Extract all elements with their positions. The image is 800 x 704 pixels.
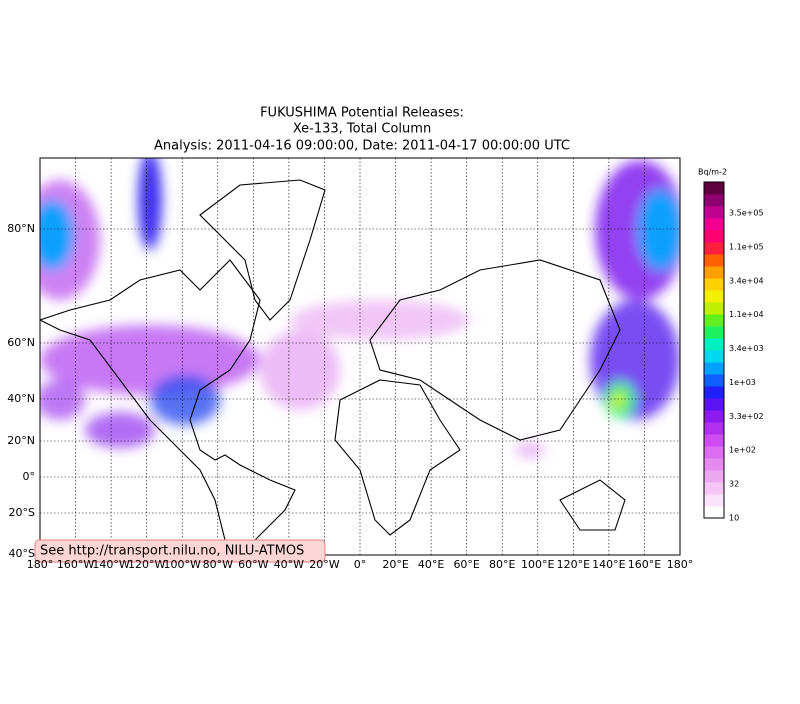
- colorbar-band: [704, 314, 724, 327]
- colorbar-band: [704, 206, 724, 219]
- latitude-label: 20°N: [7, 434, 35, 447]
- longitude-label: 100°W: [164, 558, 201, 571]
- colorbar-band: [704, 218, 724, 231]
- colorbar-band: [704, 290, 724, 303]
- colorbar-band: [704, 494, 724, 507]
- latitude-label: 40°S: [9, 547, 35, 560]
- latitude-label: 80°N: [7, 222, 35, 235]
- colorbar-band: [704, 470, 724, 483]
- longitude-label: 20°W: [309, 558, 339, 571]
- latitude-label: 40°N: [7, 392, 35, 405]
- colorbar-label: 1e+03: [729, 378, 756, 387]
- colorbar-label: 3.4e+03: [729, 344, 764, 353]
- colorbar-band: [704, 194, 724, 207]
- colorbar-band: [704, 326, 724, 339]
- colorbar-label: 3.3e+02: [729, 412, 764, 421]
- colorbar-band: [704, 422, 724, 435]
- title-line: Xe-133, Total Column: [293, 122, 431, 137]
- latitude-label: 60°N: [7, 336, 35, 349]
- latitude-label: 0°: [23, 470, 36, 483]
- longitude-label: 60°E: [453, 558, 479, 571]
- longitude-label: 180°: [667, 558, 694, 571]
- colorbar-band: [704, 266, 724, 279]
- longitude-label: 100°E: [521, 558, 554, 571]
- colorbar-band: [704, 506, 724, 519]
- colorbar-band: [704, 242, 724, 255]
- colorbar-band: [704, 434, 724, 447]
- longitude-label: 160°E: [628, 558, 661, 571]
- colorbar: 10 32 1e+02 3.3e+02 1e+03 3.4e+03 1.1e+04 3.4e+…: [703, 181, 764, 523]
- longitude-label: 120°W: [128, 558, 165, 571]
- longitude-label: 80°E: [489, 558, 515, 571]
- longitude-label: 180°: [27, 558, 54, 571]
- colorbar-band: [704, 374, 724, 387]
- colorbar-band: [704, 362, 724, 375]
- longitude-label: 40°E: [418, 558, 444, 571]
- colorbar-band: [704, 350, 724, 363]
- colorbar-label: 1e+02: [729, 446, 756, 455]
- colorbar-band: [704, 230, 724, 243]
- longitude-label: 80°W: [203, 558, 233, 571]
- plume: [40, 158, 680, 458]
- colorbar-label: 1.1e+05: [729, 242, 764, 251]
- map-frame: [39, 157, 681, 556]
- annotation: See http://transport.nilu.no, NILU-ATMOS: [40, 544, 304, 559]
- colorbar-band: [704, 410, 724, 423]
- colorbar-band: [704, 482, 724, 495]
- longitude-label: 0°: [354, 558, 367, 571]
- colorbar-frame: [703, 181, 725, 519]
- colorbar-band: [704, 278, 724, 291]
- colorbar-band: [704, 446, 724, 459]
- longitude-label: 140°E: [592, 558, 625, 571]
- colorbar-label: 10: [729, 514, 739, 523]
- colorbar-label: 32: [729, 480, 739, 489]
- longitude-label: 120°E: [557, 558, 590, 571]
- colorbar-band: [704, 182, 724, 195]
- latitude-label: 20°S: [9, 506, 35, 519]
- colorbar-label: 3.5e+05: [729, 209, 764, 218]
- colorbar-unit: Bq/m-2: [698, 168, 727, 177]
- coastlines: [40, 179, 626, 555]
- colorbar-band: [704, 458, 724, 471]
- colorbar-label: 3.4e+04: [729, 276, 764, 285]
- colorbar-band: [704, 302, 724, 315]
- annotation-box: [34, 539, 326, 563]
- colorbar-label: 1.1e+04: [729, 310, 764, 319]
- longitude-label: 160°W: [57, 558, 94, 571]
- colorbar-band: [704, 386, 724, 399]
- graticule: [40, 158, 680, 555]
- title-line: Analysis: 2011-04-16 09:00:00, Date: 201…: [154, 139, 570, 154]
- longitude-label: 60°W: [238, 558, 268, 571]
- title-line: FUKUSHIMA Potential Releases:: [260, 106, 464, 121]
- colorbar-band: [704, 398, 724, 411]
- longitude-label: 40°W: [274, 558, 304, 571]
- colorbar-band: [704, 254, 724, 267]
- longitude-label: 140°W: [92, 558, 129, 571]
- longitude-label: 20°E: [382, 558, 408, 571]
- colorbar-band: [704, 338, 724, 351]
